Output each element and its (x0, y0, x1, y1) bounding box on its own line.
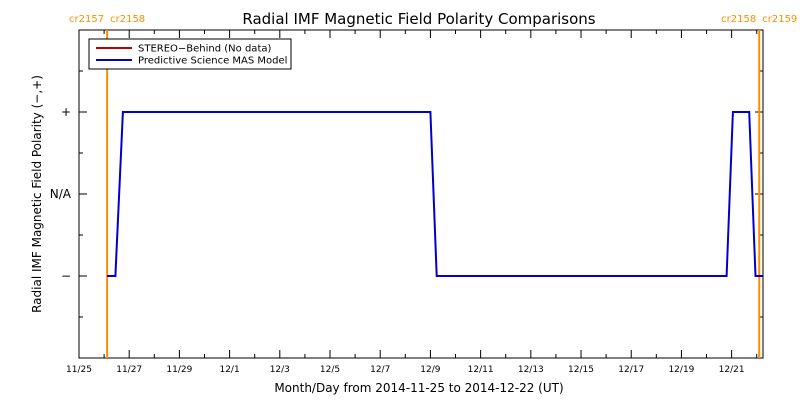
x-tick-label: 11/27 (116, 365, 142, 375)
x-tick-label: 12/15 (568, 365, 594, 375)
x-tick-label: 12/5 (320, 365, 340, 375)
legend-label: Predictive Science MAS Model (138, 56, 287, 67)
carrington-rotation-labels: cr2157 cr2158 cr2158 cr2159 (69, 14, 797, 25)
x-tick-label: 12/21 (719, 365, 745, 375)
carrington-marker-lines (106, 30, 761, 358)
x-tick-label: 12/3 (270, 365, 290, 375)
y-tick-label: N/A (50, 187, 72, 201)
x-tick-label: 12/1 (219, 365, 239, 375)
series-group (107, 111, 763, 277)
chart-title: Radial IMF Magnetic Field Polarity Compa… (242, 10, 595, 28)
y-axis-label: Radial IMF Magnetic Field Polarity (−,+) (30, 75, 44, 313)
x-tick-label: 12/17 (618, 365, 644, 375)
cr-label-after: cr2158 (110, 14, 145, 25)
cr-label-before: cr2157 (69, 14, 104, 25)
legend-box (88, 38, 292, 70)
legend-label: STEREO−Behind (No data) (138, 44, 271, 55)
plot-frame (78, 29, 764, 359)
legend: STEREO−Behind (No data)Predictive Scienc… (88, 38, 292, 70)
x-tick-label: 11/25 (66, 365, 92, 375)
x-axis-ticks: 11/25 11/27 11/29 12/1 12/3 12/5 12/7 12/9 12/11… (66, 30, 758, 375)
x-tick-label: 12/11 (468, 365, 494, 375)
y-tick-label: − (61, 269, 71, 283)
x-tick-label: 12/7 (370, 365, 390, 375)
x-tick-label: 11/29 (166, 365, 192, 375)
x-axis-label: Month/Day from 2014-11-25 to 2014-12-22 … (274, 381, 563, 395)
series-line-mas-model (107, 111, 763, 277)
x-tick-label: 12/19 (668, 365, 694, 375)
y-axis-ticks: + N/A − (50, 70, 763, 318)
y-tick-label: + (61, 105, 71, 119)
x-tick-label: 12/9 (420, 365, 440, 375)
cr-label-after: cr2159 (762, 14, 797, 25)
cr-label-before: cr2158 (721, 14, 756, 25)
x-tick-label: 12/13 (518, 365, 544, 375)
